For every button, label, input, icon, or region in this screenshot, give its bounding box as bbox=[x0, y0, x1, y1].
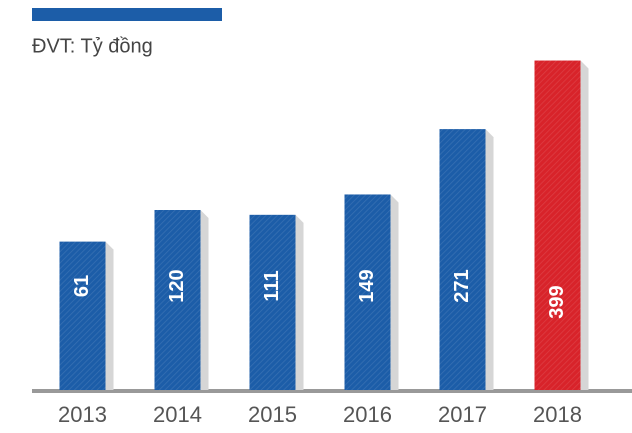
chart-subtitle: ĐVT: Tỷ đồng bbox=[32, 35, 153, 57]
x-tick-label: 2017 bbox=[438, 402, 487, 427]
value-label: 61 bbox=[71, 275, 93, 297]
x-tick-label: 2013 bbox=[58, 402, 107, 427]
bar-shadow bbox=[390, 194, 399, 390]
bar-shadow bbox=[200, 210, 209, 390]
x-tick-label: 2016 bbox=[343, 402, 392, 427]
bar-texture bbox=[344, 194, 391, 390]
x-tick-label: 2015 bbox=[248, 402, 297, 427]
x-tick-label: 2018 bbox=[533, 402, 582, 427]
value-label: 399 bbox=[546, 285, 568, 318]
bar-texture bbox=[249, 214, 296, 390]
value-label: 111 bbox=[261, 270, 283, 301]
header-bar bbox=[32, 8, 222, 21]
bar-shadow bbox=[105, 241, 114, 390]
bar-texture bbox=[59, 241, 106, 390]
bar-shadow bbox=[295, 214, 304, 390]
bar-shadow bbox=[580, 60, 589, 391]
value-label: 120 bbox=[166, 269, 188, 302]
bar-texture bbox=[534, 60, 581, 391]
value-label: 149 bbox=[356, 269, 378, 302]
bar-texture bbox=[439, 129, 486, 390]
bar-shadow bbox=[485, 129, 494, 390]
bar-texture bbox=[154, 210, 201, 390]
x-tick-label: 2014 bbox=[153, 402, 202, 427]
value-label: 271 bbox=[451, 269, 473, 302]
